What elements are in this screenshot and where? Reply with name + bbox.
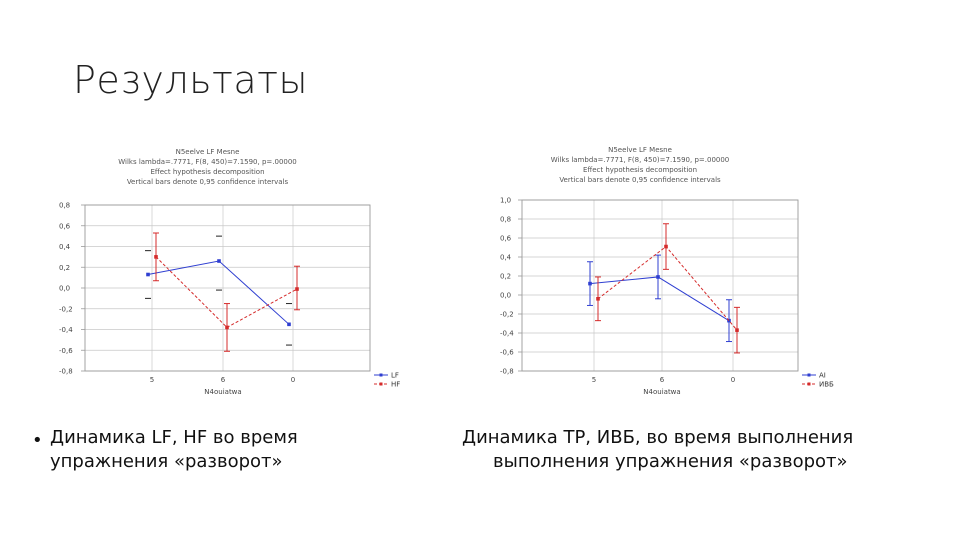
x-tick-label: 6 [660, 376, 665, 384]
data-point [664, 244, 668, 249]
y-tick-label: 0,0 [500, 292, 511, 300]
chart-panel-left: N5eelve LF Mesne Wilks lambda=.7771, F(8,… [57, 143, 408, 411]
data-point [287, 322, 291, 327]
x-tick-label: 6 [221, 376, 226, 384]
data-point [596, 297, 600, 301]
legend-marker [379, 373, 383, 377]
chart-header-line: N5eelve LF Mesne [608, 146, 672, 154]
caption-right: Динамика ТР, ИВБ, во время выполнения вы… [462, 426, 902, 474]
legend-marker [379, 382, 383, 386]
y-tick-label: -0,6 [500, 349, 514, 357]
y-tick-label: 0,0 [59, 285, 70, 293]
slide-title: Результаты [73, 58, 309, 102]
chart-panel-right: N5eelve LF Mesne Wilks lambda=.7771, F(8,… [498, 141, 850, 409]
data-point [588, 281, 592, 286]
plot-frame [84, 204, 371, 372]
legend-marker [807, 382, 811, 386]
chart-header-line: Wilks lambda=.7771, F(8, 450)=7.1590, p=… [551, 156, 730, 164]
y-tick-label: 0,2 [59, 264, 70, 272]
legend-label: HF [391, 381, 400, 389]
data-point [217, 259, 221, 263]
caption-left: Динамика LF, HF во время упражнения «раз… [50, 426, 298, 474]
series-line-1 [147, 260, 290, 325]
y-tick-label: 0,8 [500, 216, 511, 224]
y-tick-label: -0,4 [500, 330, 514, 338]
caption-left-line2: упражнения «разворот» [50, 451, 283, 472]
chart-header-line: Vertical bars denote 0,95 confidence int… [127, 178, 289, 186]
y-tick-label: 0,4 [500, 254, 512, 262]
legend-label: ИВБ [819, 381, 834, 389]
data-point [735, 328, 739, 332]
chart-lf-hf: N5eelve LF Mesne Wilks lambda=.7771, F(8,… [59, 148, 400, 396]
x-tick-label: 5 [150, 376, 154, 384]
y-tick-label: 1,0 [500, 197, 511, 205]
x-tick-label: 0 [291, 376, 295, 384]
chart-header-line: N5eelve LF Mesne [176, 148, 240, 156]
data-point [727, 318, 731, 323]
y-tick-label: -0,8 [59, 368, 73, 376]
data-point [146, 272, 150, 277]
x-axis-label: N4ouiatwa [643, 388, 680, 396]
plot-frame [521, 199, 799, 372]
y-tick-label: -0,8 [500, 368, 514, 376]
x-tick-label: 0 [731, 376, 735, 384]
caption-right-line2: выполнения упражнения «разворот» [493, 451, 848, 472]
chart-tp-ivb: N5eelve LF Mesne Wilks lambda=.7771, F(8,… [500, 146, 834, 396]
x-axis-label: N4ouiatwa [204, 388, 241, 396]
y-tick-label: 0,6 [500, 235, 512, 243]
y-tick-label: -0,4 [59, 326, 73, 334]
x-tick-label: 5 [592, 376, 596, 384]
y-tick-label: 0,2 [500, 273, 511, 281]
chart-header-line: Effect hypothesis decomposition [583, 166, 697, 174]
y-tick-label: -0,2 [59, 305, 73, 313]
y-tick-label: -0,2 [500, 311, 514, 319]
chart-header-line: Effect hypothesis decomposition [150, 168, 264, 176]
data-point [154, 255, 158, 259]
caption-left-line1: Динамика LF, HF во время [50, 427, 298, 448]
legend-marker [807, 373, 811, 377]
series-line-2 [597, 245, 738, 331]
y-tick-label: 0,6 [59, 222, 71, 230]
chart-header-line: Vertical bars denote 0,95 confidence int… [559, 176, 721, 184]
bullet-marker: • [32, 430, 43, 451]
data-point [295, 287, 299, 291]
data-point [656, 275, 660, 279]
data-point [225, 325, 229, 330]
chart-header-line: Wilks lambda=.7771, F(8, 450)=7.1590, p=… [118, 158, 297, 166]
legend-label: LF [391, 372, 399, 380]
y-tick-label: 0,8 [59, 202, 70, 210]
y-tick-label: -0,6 [59, 347, 73, 355]
caption-right-line1: Динамика ТР, ИВБ, во время выполнения [462, 427, 854, 448]
legend-label: AI [819, 372, 826, 380]
y-tick-label: 0,4 [59, 243, 71, 251]
